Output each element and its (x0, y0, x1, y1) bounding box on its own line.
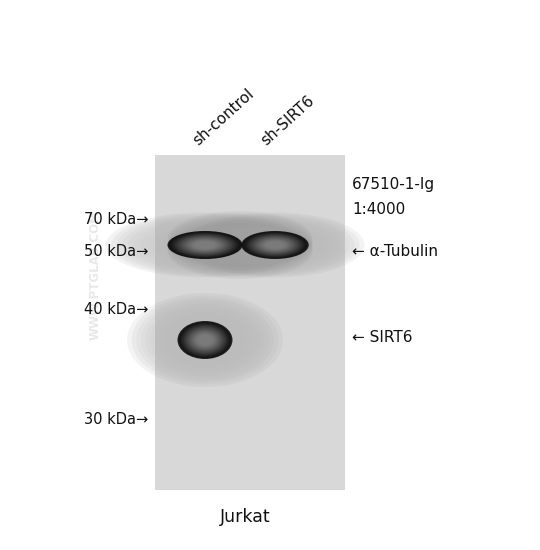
Text: Jurkat: Jurkat (220, 508, 271, 526)
Ellipse shape (167, 221, 313, 277)
Ellipse shape (183, 236, 227, 254)
Ellipse shape (195, 216, 354, 274)
Ellipse shape (179, 322, 232, 358)
Ellipse shape (167, 223, 313, 279)
Text: 50 kDa→: 50 kDa→ (84, 245, 148, 260)
Ellipse shape (141, 301, 269, 380)
Ellipse shape (256, 237, 294, 253)
Ellipse shape (244, 232, 306, 258)
Ellipse shape (188, 328, 221, 351)
Ellipse shape (249, 234, 301, 256)
Ellipse shape (106, 212, 305, 278)
Ellipse shape (192, 331, 218, 349)
Ellipse shape (167, 211, 313, 267)
Ellipse shape (248, 234, 302, 256)
Text: 70 kDa→: 70 kDa→ (84, 212, 148, 228)
Text: 67510-1-Ig: 67510-1-Ig (352, 178, 435, 192)
Ellipse shape (111, 214, 299, 276)
Ellipse shape (173, 233, 237, 257)
Ellipse shape (177, 234, 233, 256)
Ellipse shape (167, 213, 313, 269)
Ellipse shape (188, 239, 221, 251)
Text: 1:4000: 1:4000 (352, 202, 405, 217)
Ellipse shape (187, 328, 222, 352)
Ellipse shape (181, 236, 229, 254)
Ellipse shape (186, 212, 364, 278)
Ellipse shape (167, 215, 313, 271)
Ellipse shape (171, 232, 240, 258)
Ellipse shape (251, 235, 299, 255)
Bar (155, 155, 345, 490)
Ellipse shape (185, 326, 225, 354)
Ellipse shape (183, 325, 227, 355)
Ellipse shape (245, 233, 305, 257)
Text: 40 kDa→: 40 kDa→ (84, 302, 148, 317)
Ellipse shape (132, 296, 278, 384)
Ellipse shape (263, 240, 287, 250)
Ellipse shape (241, 231, 309, 259)
Ellipse shape (206, 219, 344, 271)
Ellipse shape (247, 233, 303, 257)
Ellipse shape (134, 221, 276, 269)
Ellipse shape (190, 329, 220, 351)
Ellipse shape (195, 333, 215, 347)
Text: ← SIRT6: ← SIRT6 (352, 331, 413, 345)
Ellipse shape (175, 234, 235, 256)
Ellipse shape (255, 236, 295, 254)
Ellipse shape (190, 239, 220, 251)
Ellipse shape (191, 214, 360, 276)
Ellipse shape (259, 238, 291, 252)
Ellipse shape (178, 235, 232, 255)
Text: WWW.PTGLAB.COM: WWW.PTGLAB.COM (89, 210, 102, 340)
Text: 30 kDa→: 30 kDa→ (84, 412, 148, 427)
Ellipse shape (145, 303, 265, 377)
Ellipse shape (266, 241, 285, 249)
Ellipse shape (136, 298, 274, 382)
Ellipse shape (186, 327, 224, 353)
Ellipse shape (184, 326, 226, 354)
Ellipse shape (167, 231, 242, 259)
Ellipse shape (196, 334, 214, 346)
Ellipse shape (264, 240, 286, 250)
Ellipse shape (179, 235, 231, 255)
Ellipse shape (187, 238, 223, 252)
Ellipse shape (181, 323, 229, 357)
Ellipse shape (178, 321, 233, 359)
Ellipse shape (123, 218, 287, 272)
Ellipse shape (169, 232, 241, 258)
Ellipse shape (167, 219, 313, 275)
Ellipse shape (180, 322, 230, 358)
Ellipse shape (201, 218, 349, 272)
Text: sh-control: sh-control (190, 86, 256, 148)
Ellipse shape (182, 324, 228, 356)
Ellipse shape (184, 237, 226, 253)
Ellipse shape (193, 332, 217, 348)
Ellipse shape (186, 238, 225, 252)
Ellipse shape (261, 239, 288, 251)
Text: sh-SIRT6: sh-SIRT6 (258, 93, 317, 148)
Ellipse shape (117, 216, 293, 274)
Ellipse shape (191, 330, 219, 350)
Ellipse shape (193, 240, 217, 250)
Ellipse shape (150, 306, 260, 374)
Ellipse shape (194, 241, 215, 249)
Ellipse shape (252, 235, 298, 255)
Ellipse shape (127, 293, 283, 387)
Ellipse shape (253, 236, 296, 254)
Ellipse shape (258, 238, 293, 252)
Ellipse shape (242, 232, 307, 258)
Text: ← α-Tubulin: ← α-Tubulin (352, 245, 438, 260)
Ellipse shape (260, 239, 290, 251)
Ellipse shape (194, 332, 216, 348)
Ellipse shape (172, 233, 238, 257)
Ellipse shape (128, 219, 282, 271)
Ellipse shape (211, 221, 339, 269)
Ellipse shape (197, 335, 213, 345)
Ellipse shape (167, 217, 313, 273)
Ellipse shape (192, 240, 219, 250)
